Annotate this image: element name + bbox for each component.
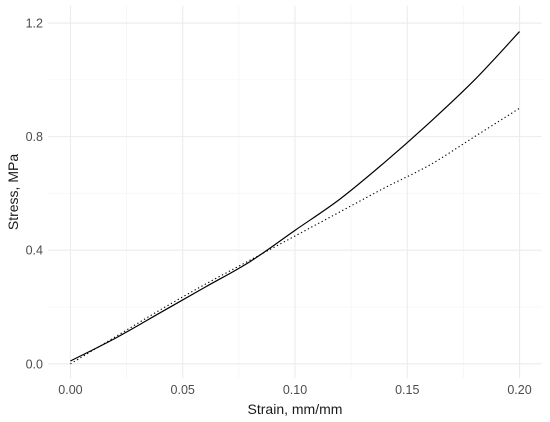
x-tick-label: 0.05 [171, 383, 195, 397]
y-tick-label: 0.0 [26, 357, 43, 371]
x-tick-label: 0.15 [395, 383, 419, 397]
x-tick-label: 0.10 [283, 383, 307, 397]
y-axis-title: Stress, MPa [5, 154, 21, 230]
x-axis-title: Strain, mm/mm [248, 401, 343, 417]
y-tick-label: 0.4 [26, 244, 43, 258]
grid [48, 6, 542, 378]
solid-series-line [70, 31, 520, 362]
y-tick-label: 1.2 [26, 17, 43, 31]
y-tick-label: 0.8 [26, 130, 43, 144]
series-layer [70, 31, 520, 365]
x-tick-label: 0.00 [58, 383, 82, 397]
dotted-series-line [70, 107, 520, 365]
x-tick-label: 0.20 [507, 383, 531, 397]
tick-labels: 0.00 0.05 0.10 0.15 0.20 0.0 0.4 0.8 1.2 [26, 17, 532, 397]
